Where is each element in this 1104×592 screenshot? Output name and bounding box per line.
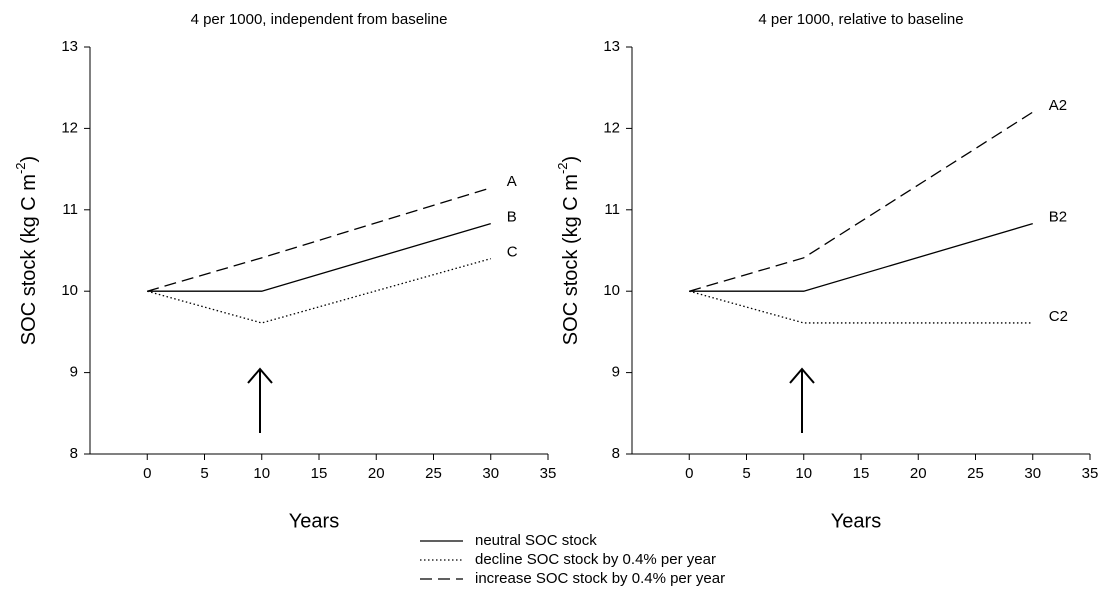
legend-text: increase SOC stock by 0.4% per year [475, 570, 725, 587]
series-line [147, 187, 491, 292]
series-line [689, 223, 1033, 292]
x-tick-label: 5 [200, 465, 208, 482]
y-tick-label: 13 [603, 38, 620, 55]
series-end-label: C [507, 244, 518, 261]
x-tick-label: 10 [253, 465, 270, 482]
x-tick-label: 15 [853, 465, 870, 482]
y-tick-label: 11 [62, 201, 78, 218]
y-axis-label: SOC stock (kg C m-2) [13, 156, 40, 345]
y-tick-label: 12 [603, 119, 620, 136]
series-line [147, 258, 491, 324]
series-line [689, 111, 1034, 292]
x-tick-label: 35 [1082, 465, 1099, 482]
y-tick-label: 8 [70, 445, 78, 462]
x-axis-label: Years [289, 510, 339, 532]
y-axis-label-part: ) [18, 156, 40, 163]
x-tick-label: 15 [311, 465, 328, 482]
y-axis-label-sup: -2 [13, 162, 28, 174]
x-axis-label: Years [831, 510, 881, 532]
series-end-label: B2 [1049, 209, 1067, 226]
y-axis-label-part: ) [560, 156, 582, 163]
series-end-label: B [507, 209, 517, 226]
series-line [147, 223, 491, 292]
x-tick-label: 30 [1024, 465, 1041, 482]
y-tick-label: 8 [612, 445, 620, 462]
legend-text: decline SOC stock by 0.4% per year [475, 551, 716, 568]
y-tick-label: 9 [70, 364, 78, 381]
x-tick-label: 0 [143, 465, 151, 482]
x-tick-label: 20 [368, 465, 385, 482]
chart-title: 4 per 1000, independent from baseline [191, 11, 448, 28]
y-tick-label: 12 [61, 119, 78, 136]
y-axis-label-part: SOC stock (kg C m [18, 174, 40, 345]
x-tick-label: 25 [425, 465, 442, 482]
series-end-label: A2 [1049, 97, 1067, 114]
y-tick-label: 9 [612, 364, 620, 381]
arrow [247, 367, 273, 433]
y-axis-label-part: SOC stock (kg C m [560, 174, 582, 345]
chart-title: 4 per 1000, relative to baseline [758, 11, 963, 28]
x-tick-label: 20 [910, 465, 927, 482]
x-tick-label: 0 [685, 465, 693, 482]
x-tick-label: 10 [795, 465, 812, 482]
y-tick-label: 10 [603, 282, 620, 299]
y-tick-label: 13 [61, 38, 78, 55]
x-tick-label: 5 [742, 465, 750, 482]
legend-text: neutral SOC stock [475, 532, 597, 549]
y-tick-label: 10 [61, 282, 78, 299]
y-axis-label-sup: -2 [555, 162, 570, 174]
series-line [689, 290, 1033, 324]
x-tick-label: 35 [540, 465, 557, 482]
y-tick-label: 11 [604, 201, 620, 218]
series-end-label: A [507, 173, 517, 190]
series-end-label: C2 [1049, 308, 1068, 325]
x-tick-label: 25 [967, 465, 984, 482]
x-tick-label: 30 [482, 465, 499, 482]
arrow [789, 367, 815, 433]
y-axis-label: SOC stock (kg C m-2) [555, 156, 582, 345]
